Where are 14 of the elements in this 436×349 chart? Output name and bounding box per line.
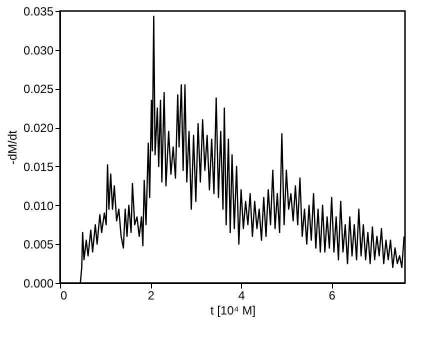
x-tick-label: 0 — [60, 288, 68, 302]
y-tick-label: 0.015 — [23, 160, 54, 174]
y-tick-label: 0.025 — [23, 82, 54, 96]
y-tick-label: 0.010 — [23, 198, 54, 213]
y-tick-label: 0.000 — [23, 276, 54, 290]
y-tick-label: 0.035 — [23, 4, 54, 18]
y-tick-label: 0.005 — [23, 238, 54, 252]
y-tick-label: 0.020 — [23, 121, 54, 136]
x-tick-label: 4 — [238, 288, 246, 302]
y-axis-title: -dM/dt — [5, 130, 20, 165]
y-tick-label: 0.030 — [23, 43, 54, 58]
x-tick-label: 6 — [328, 288, 336, 302]
x-tick-label: 2 — [148, 288, 155, 302]
x-axis-title: t [10⁴ M] — [210, 304, 256, 318]
